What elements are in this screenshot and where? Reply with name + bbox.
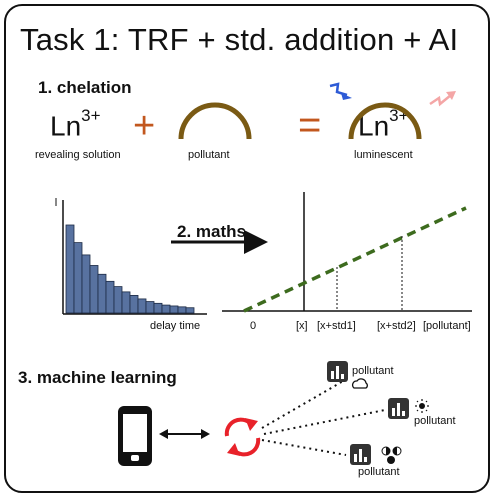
tick-label-std1: [x+std1] bbox=[317, 320, 356, 332]
page-title: Task 1: TRF + std. addition + AI bbox=[20, 22, 459, 57]
luminescent-caption: luminescent bbox=[354, 149, 413, 161]
decay-x-axis-label: delay time bbox=[150, 320, 201, 332]
decay-bar bbox=[169, 305, 179, 314]
ln-symbol: Ln bbox=[50, 110, 82, 142]
emitted-light-arrow-icon bbox=[429, 91, 456, 107]
step-chelation-heading: 1. chelation bbox=[38, 78, 132, 97]
chelated-lanthanide: Ln3+ bbox=[358, 106, 409, 142]
absorbed-light-arrow-icon bbox=[329, 82, 352, 100]
connector-moon bbox=[261, 439, 347, 456]
pollutant-caption: pollutant bbox=[188, 149, 230, 161]
cloud-icon bbox=[352, 378, 368, 389]
decay-bar bbox=[73, 242, 83, 314]
smartphone-icon bbox=[118, 406, 152, 466]
moon-phases-icon bbox=[381, 446, 402, 464]
step-maths-heading: 2. maths bbox=[177, 222, 246, 241]
sync-arrows-icon bbox=[224, 417, 261, 457]
revealing-solution-caption: revealing solution bbox=[35, 149, 121, 161]
bar-chart-icon bbox=[388, 398, 409, 419]
tick-label-pollutant: [pollutant] bbox=[423, 320, 471, 332]
standard-addition-plot bbox=[222, 192, 472, 313]
decay-bar bbox=[161, 304, 171, 314]
decay-bar bbox=[89, 265, 99, 314]
decay-bar bbox=[65, 224, 75, 314]
connector-sun bbox=[263, 409, 386, 435]
decay-bar bbox=[113, 286, 123, 314]
calibration-line bbox=[243, 206, 467, 313]
plus-operator: + bbox=[133, 105, 156, 147]
double-arrow-icon bbox=[159, 429, 210, 439]
bar-chart-icon bbox=[327, 361, 348, 382]
condition-label-cloud: pollutant bbox=[352, 365, 394, 377]
tick-label-zero: 0 bbox=[250, 320, 257, 332]
decay-bar bbox=[81, 254, 91, 314]
tick-label-std2: [x+std2] bbox=[377, 320, 416, 332]
tick-label-x: [x] bbox=[296, 320, 308, 332]
decay-bar bbox=[177, 306, 187, 314]
decay-bar bbox=[185, 307, 195, 314]
lanthanide-ion: Ln3+ bbox=[50, 106, 101, 142]
sun-icon bbox=[415, 399, 429, 413]
decay-bar bbox=[97, 273, 107, 314]
chelating-ligand-arc bbox=[348, 102, 422, 140]
decay-bar bbox=[105, 280, 115, 314]
connector-cloud bbox=[261, 379, 346, 429]
ln-charge: 3+ bbox=[81, 106, 101, 125]
task-frame bbox=[4, 4, 490, 493]
equals-operator: = bbox=[298, 103, 322, 147]
bar-chart-icon bbox=[350, 444, 371, 465]
pollutant-ligand-arc bbox=[178, 102, 252, 140]
decay-bar bbox=[153, 302, 163, 314]
decay-histogram bbox=[55, 198, 207, 315]
decay-bar bbox=[145, 301, 155, 314]
condition-label-sun: pollutant bbox=[414, 415, 456, 427]
decay-bar bbox=[121, 291, 131, 314]
decay-bar bbox=[137, 298, 147, 314]
decay-bar bbox=[129, 294, 139, 314]
condition-label-moon: pollutant bbox=[358, 466, 400, 478]
step-machine-learning-heading: 3. machine learning bbox=[18, 368, 177, 387]
